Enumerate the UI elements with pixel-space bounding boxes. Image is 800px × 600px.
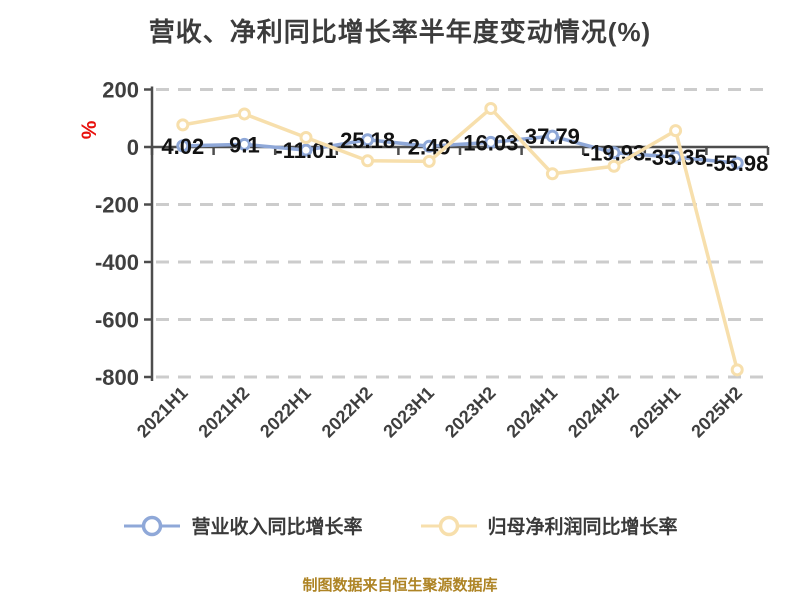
x-axis-label: 2024H1 — [502, 383, 561, 442]
data-point[interactable] — [237, 107, 251, 121]
data-point[interactable] — [669, 124, 683, 138]
data-point[interactable] — [299, 131, 313, 145]
y-axis-label: -800 — [95, 365, 139, 390]
data-point[interactable] — [422, 154, 436, 168]
x-axis-label: 2025H1 — [626, 383, 685, 442]
data-point[interactable] — [176, 118, 190, 132]
data-point[interactable] — [484, 135, 498, 149]
data-label: 9.1 — [229, 132, 260, 157]
y-axis-label: 0 — [127, 135, 139, 160]
legend-label: 归母净利润同比增长率 — [487, 517, 678, 538]
data-point[interactable] — [237, 137, 251, 151]
data-point[interactable] — [730, 156, 744, 170]
legend: 营业收入同比增长率 归母净利润同比增长率 — [0, 512, 800, 539]
x-axis-label: 2025H2 — [687, 383, 746, 442]
data-point[interactable] — [730, 363, 744, 377]
x-axis-label: 2022H1 — [256, 383, 315, 442]
x-axis-label: 2022H2 — [318, 383, 377, 442]
series-line-0 — [181, 134, 739, 165]
data-point[interactable] — [607, 146, 621, 160]
data-label: 25.18 — [340, 128, 395, 153]
x-axis-label: 2021H2 — [194, 383, 253, 442]
data-point[interactable] — [669, 150, 683, 164]
data-point[interactable] — [361, 154, 375, 168]
data-point[interactable] — [484, 101, 498, 115]
data-label: -55.98 — [706, 151, 768, 176]
data-point[interactable] — [422, 139, 436, 153]
data-label: 4.02 — [161, 134, 204, 159]
data-label: 16.03 — [463, 130, 518, 155]
chart-title: 营收、净利同比增长率半年度变动情况(%) — [148, 17, 652, 47]
x-axis-label: 2023H2 — [441, 383, 500, 442]
data-label: -35.35 — [644, 145, 706, 170]
data-point[interactable] — [607, 159, 621, 173]
y-axis-label: 200 — [102, 78, 139, 103]
data-point[interactable] — [545, 129, 559, 143]
data-label: 37.79 — [525, 124, 580, 149]
data-source-note: 制图数据来自恒生聚源数据库 — [302, 577, 498, 594]
x-axis-label: 2024H2 — [564, 383, 623, 442]
data-point[interactable] — [176, 139, 190, 153]
x-axis-label: 2023H1 — [379, 383, 438, 442]
legend-marker-icon — [420, 515, 477, 536]
series-line-1 — [181, 106, 739, 372]
legend-item-1[interactable]: 归母净利润同比增长率 — [419, 512, 678, 539]
legend-marker-icon — [124, 515, 181, 536]
data-point[interactable] — [361, 133, 375, 147]
legend-label: 营业收入同比增长率 — [191, 517, 363, 538]
x-axis-label: 2021H1 — [133, 383, 192, 442]
y-axis-label: -400 — [95, 250, 139, 275]
data-point[interactable] — [545, 167, 559, 181]
y-axis-label: -200 — [95, 193, 139, 218]
y-axis-label: -600 — [95, 308, 139, 333]
legend-item-0[interactable]: 营业收入同比增长率 — [122, 512, 363, 539]
data-point[interactable] — [299, 143, 313, 157]
